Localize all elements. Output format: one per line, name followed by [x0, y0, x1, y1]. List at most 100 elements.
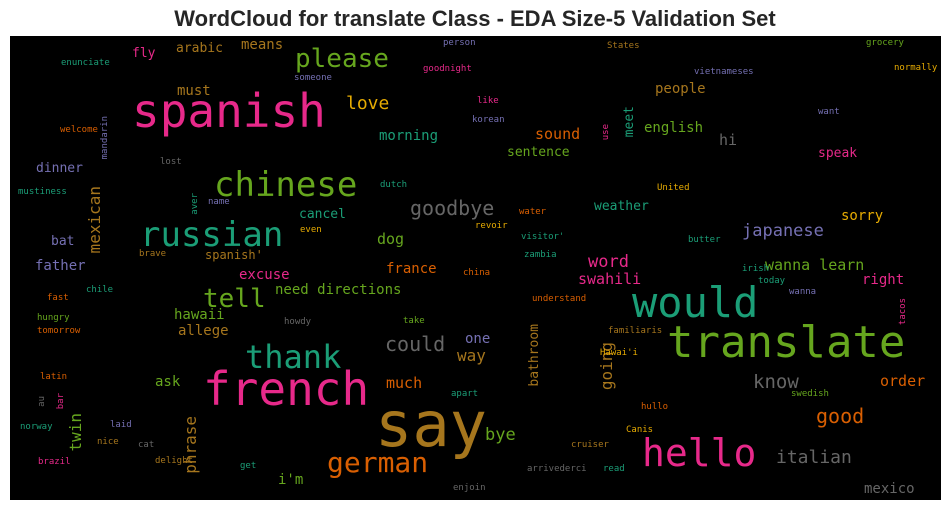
word-father: father: [35, 258, 86, 274]
word-mexican: mexican: [85, 186, 104, 254]
word-understand: understand: [532, 294, 587, 304]
word-could: could: [385, 332, 446, 356]
word-need-directions: need directions: [275, 282, 402, 298]
word-hullo: hullo: [641, 402, 669, 412]
word-dutch: dutch: [380, 180, 408, 190]
word-thank: thank: [245, 338, 342, 376]
word-howdy: howdy: [284, 317, 312, 327]
word-states: States: [607, 41, 640, 51]
word-tomorrow: tomorrow: [37, 326, 81, 336]
word-apart: apart: [451, 389, 479, 399]
word-mandarin: mandarin: [100, 116, 110, 160]
word-visitor: visitor': [521, 232, 565, 242]
word-right: right: [862, 272, 905, 288]
word-bathroom: bathroom: [527, 324, 542, 387]
word-enunciate: enunciate: [61, 58, 110, 68]
word-welcome: welcome: [60, 125, 98, 135]
word-vietnameses: vietnameses: [694, 67, 754, 77]
word-good: good: [816, 404, 865, 428]
word-want: want: [818, 107, 840, 117]
word-like: like: [477, 96, 499, 106]
word-irish: irish: [742, 264, 770, 274]
word-even: even: [300, 225, 322, 235]
word-translate: translate: [667, 317, 906, 368]
word-fast: fast: [47, 293, 69, 303]
word-someone: someone: [294, 73, 332, 83]
word-norway: norway: [20, 422, 53, 432]
word-chile: chile: [86, 285, 114, 295]
word-united: United: [657, 183, 690, 193]
word-german: german: [327, 446, 429, 479]
word-chinese: chinese: [214, 165, 358, 205]
word-wanna-learn: wanna learn: [765, 256, 865, 274]
word-butter: butter: [688, 235, 721, 245]
word-french: french: [203, 362, 370, 416]
word-tell: tell: [203, 284, 266, 314]
word-mustiness: mustiness: [18, 187, 67, 197]
word-read: read: [603, 464, 625, 474]
word-canis: Canis: [626, 425, 654, 435]
word-dog: dog: [377, 230, 405, 248]
word-sound: sound: [535, 125, 581, 143]
word-ask: ask: [155, 374, 181, 390]
word-brazil: brazil: [38, 457, 71, 467]
word-au: au: [37, 396, 47, 407]
word-love: love: [346, 93, 390, 114]
word-russian: russian: [140, 215, 284, 255]
word-use: use: [601, 124, 611, 141]
word-china: china: [463, 268, 491, 278]
word-wanna: wanna: [789, 287, 817, 297]
word-hello: hello: [642, 431, 757, 475]
word-fly: fly: [132, 46, 156, 61]
word-water: water: [519, 207, 547, 217]
word-speak: speak: [818, 146, 858, 161]
word-tacos: tacos: [898, 298, 908, 326]
word-would: would: [632, 278, 759, 327]
word-arrivederci: arrivederci: [527, 464, 587, 474]
word-sentence: sentence: [507, 145, 570, 160]
word-word: word: [588, 252, 629, 272]
word-please: please: [295, 44, 389, 74]
word-goodnight: goodnight: [423, 64, 472, 74]
word-bat: bat: [51, 234, 75, 249]
word-goodbye: goodbye: [410, 196, 495, 220]
word-cancel: cancel: [299, 207, 346, 222]
word-revoir: revoir: [475, 221, 508, 231]
word-sorry: sorry: [841, 208, 884, 224]
word-say: say: [375, 388, 487, 461]
word-allege: allege: [178, 323, 229, 339]
word-zambia: zambia: [524, 250, 557, 260]
word-hawaii: hawaii: [174, 307, 225, 323]
word-i-m: i'm: [278, 472, 304, 488]
word-france: france: [386, 261, 437, 277]
word-japanese: japanese: [742, 221, 824, 241]
word-much: much: [386, 374, 423, 392]
word-bye: bye: [485, 425, 516, 445]
word-mexico: mexico: [864, 481, 915, 497]
word-hi: hi: [719, 131, 738, 149]
word-hawai-i: Hawai'i: [600, 348, 638, 358]
word-people: people: [655, 81, 706, 97]
word-korean: korean: [472, 115, 505, 125]
word-morning: morning: [379, 128, 439, 144]
word-spanish: spanish': [205, 248, 263, 262]
word-cruiser: cruiser: [571, 440, 609, 450]
chart-title: WordCloud for translate Class - EDA Size…: [174, 6, 776, 31]
word-spanish: spanish: [132, 84, 326, 138]
word-means: means: [241, 37, 284, 53]
word-person: person: [443, 38, 476, 48]
word-dinner: dinner: [36, 161, 83, 176]
word-today: today: [758, 276, 786, 286]
word-excuse: excuse: [239, 267, 290, 283]
word-grocery: grocery: [866, 38, 904, 48]
word-way: way: [457, 346, 486, 365]
word-italian: italian: [776, 447, 852, 468]
word-swedish: swedish: [791, 389, 829, 399]
word-bar: bar: [56, 393, 66, 410]
word-arabic: arabic: [176, 41, 223, 56]
word-must: must: [177, 83, 211, 99]
word-hungry: hungry: [37, 313, 70, 323]
word-latin: latin: [40, 372, 68, 382]
word-cat: cat: [138, 440, 155, 450]
word-nice: nice: [97, 437, 119, 447]
